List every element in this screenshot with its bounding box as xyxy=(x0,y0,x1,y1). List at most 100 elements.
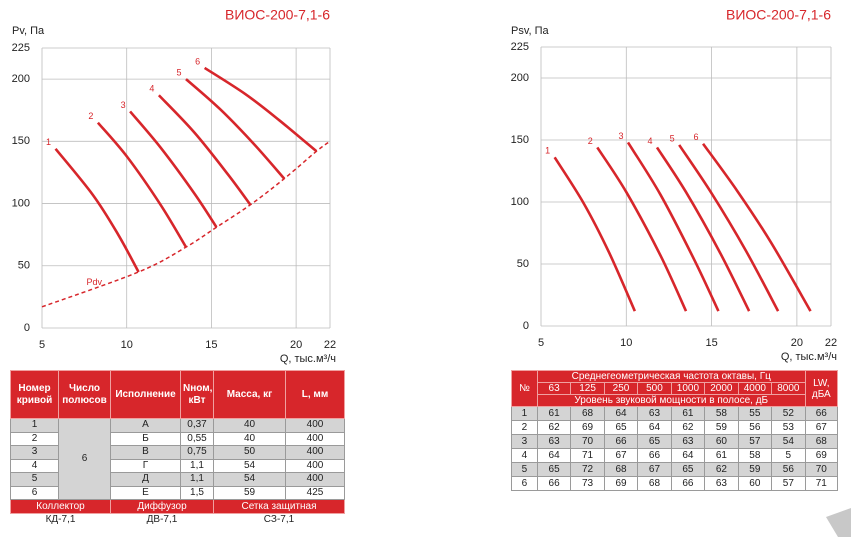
cell: 55 xyxy=(737,406,773,421)
curve xyxy=(553,156,637,312)
cell: 62 xyxy=(670,420,706,435)
cell: 40 xyxy=(213,418,286,433)
curve xyxy=(185,78,286,180)
cell: 67 xyxy=(603,448,639,463)
cell: 53 xyxy=(771,420,806,435)
cell: 65 xyxy=(603,420,639,435)
curve xyxy=(203,66,318,153)
header-cell: 2000 xyxy=(704,382,739,395)
curve xyxy=(41,140,331,308)
cell: 40 xyxy=(213,431,286,446)
cell: 68 xyxy=(804,434,839,449)
data-row: 3 В 0,75 50 400 xyxy=(10,445,345,460)
cell: 6 xyxy=(511,476,538,491)
cell: Б xyxy=(110,431,181,446)
cell: 1,1 xyxy=(180,472,214,487)
cell: 0,37 xyxy=(180,418,214,433)
curve-label: 4 xyxy=(149,84,154,94)
x-axis-label: Q, тыс.м³/ч xyxy=(280,353,336,365)
cell: 69 xyxy=(570,420,605,435)
cell: 68 xyxy=(637,476,672,491)
cell: 68 xyxy=(570,406,605,421)
accessory-header-row: Коллектор Диффузор Сетка защитная xyxy=(10,499,345,514)
curve xyxy=(655,146,751,312)
header-cell: Уровень звуковой мощности в полосе, дБ xyxy=(536,394,806,407)
cell: 4 xyxy=(511,448,538,463)
curve-label: 1 xyxy=(46,137,51,147)
cell: 54 xyxy=(771,434,806,449)
y-tick-label: 0 xyxy=(24,322,30,334)
cell: В xyxy=(110,445,181,460)
cell: 57 xyxy=(771,476,806,491)
cell: 0,55 xyxy=(180,431,214,446)
cell: А xyxy=(110,418,181,433)
cell: Е xyxy=(110,485,181,500)
data-row: 1 61 68 64 63 61 58 55 52 66 xyxy=(511,406,839,421)
cell: 71 xyxy=(804,476,839,491)
x-tick-label: 22 xyxy=(324,339,336,351)
cell: 65 xyxy=(670,462,706,477)
curve-label: 2 xyxy=(88,111,93,121)
header-row: Уровень звуковой мощности в полосе, дБ xyxy=(512,394,838,407)
y-tick-label: 100 xyxy=(12,197,30,209)
cell: 1,1 xyxy=(180,458,214,473)
curve xyxy=(54,147,140,273)
y-tick-label: 50 xyxy=(18,260,30,272)
chart-title: ВИОС-200-7,1-6 xyxy=(726,7,831,23)
curve xyxy=(596,146,688,312)
data-row: 6 66 73 69 68 66 63 60 57 71 xyxy=(511,476,839,491)
header-cell: 1000 xyxy=(670,382,706,395)
curve xyxy=(157,94,252,206)
cell: 5 xyxy=(771,448,806,463)
cell: 70 xyxy=(570,434,605,449)
y-tick-label: 225 xyxy=(511,41,529,53)
cell: 66 xyxy=(670,476,706,491)
header-cell: Номер кривой xyxy=(10,370,59,419)
cell: 0,75 xyxy=(180,445,214,460)
cell: 56 xyxy=(771,462,806,477)
curve-label: 5 xyxy=(176,67,181,77)
cell: 1,5 xyxy=(180,485,214,500)
cell: 60 xyxy=(737,476,773,491)
cell: 66 xyxy=(637,448,672,463)
cell: 400 xyxy=(285,431,345,446)
x-tick-label: 15 xyxy=(705,337,717,349)
cell: 70 xyxy=(804,462,839,477)
curve-label: 3 xyxy=(618,131,623,141)
x-tick-label: 22 xyxy=(825,337,837,349)
header-cell: 8000 xyxy=(771,382,806,395)
cell: 3 xyxy=(10,445,59,460)
cell: 1 xyxy=(511,406,538,421)
y-tick-label: 200 xyxy=(511,72,529,84)
cell: 66 xyxy=(536,476,572,491)
cell: 66 xyxy=(804,406,839,421)
cell: 58 xyxy=(737,448,773,463)
cell: 63 xyxy=(536,434,572,449)
cell: 66 xyxy=(603,434,639,449)
cell: ДВ-7,1 xyxy=(110,513,214,527)
cell: 425 xyxy=(285,485,345,500)
cell: 2 xyxy=(10,431,59,446)
cell: 50 xyxy=(213,445,286,460)
cell: Г xyxy=(110,458,181,473)
curve-label: 6 xyxy=(694,132,699,142)
curve xyxy=(96,121,188,248)
data-row: 2 62 69 65 64 62 59 56 53 67 xyxy=(511,420,839,435)
y-tick-label: 150 xyxy=(12,135,30,147)
curve xyxy=(626,141,720,312)
header-row: 63 125 250 500 1000 2000 4000 8000 xyxy=(512,382,838,395)
cell: 1 xyxy=(10,418,59,433)
y-tick-label: 225 xyxy=(12,42,30,54)
header-row: Номер кривой Число полюсов Исполнение Nном,… xyxy=(10,370,345,419)
cell: 400 xyxy=(285,445,345,460)
cell: 54 xyxy=(213,458,286,473)
data-row: 3 63 70 66 65 63 60 57 54 68 xyxy=(511,434,839,449)
cell: 59 xyxy=(213,485,286,500)
header-cell: № xyxy=(511,370,538,407)
header-cell: Коллектор xyxy=(10,499,111,514)
curve-label: 1 xyxy=(545,146,550,156)
cell: 63 xyxy=(637,406,672,421)
y-tick-label: 150 xyxy=(511,134,529,146)
